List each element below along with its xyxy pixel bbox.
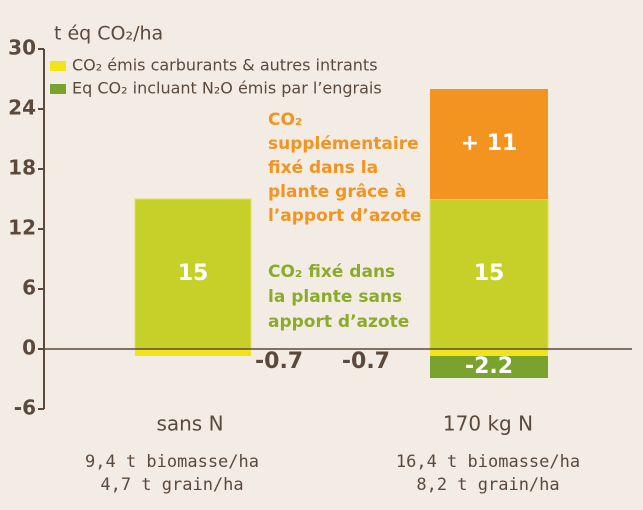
y-tick-label: 0	[22, 336, 36, 360]
bar-fixed	[429, 198, 549, 350]
annotation: l’apport d’azote	[268, 206, 422, 226]
y-axis-label: t éq CO₂/ha	[54, 23, 163, 45]
value-label: -0.7	[255, 349, 303, 374]
y-tick-label: 6	[22, 276, 36, 300]
value-label: 15	[178, 261, 209, 286]
bar-emission	[135, 349, 251, 356]
bar-emission	[430, 349, 548, 356]
legend-swatch	[50, 61, 66, 71]
annotation: fixé dans la	[268, 158, 378, 178]
value-label: 15	[474, 261, 505, 286]
bar-added	[430, 89, 548, 199]
value-label: -2.2	[465, 354, 513, 379]
annotation: CO₂	[268, 110, 302, 130]
note: 4,7 t grain/ha	[100, 475, 243, 495]
x-tick-label: sans N	[156, 412, 223, 436]
bar-fixed	[134, 198, 252, 350]
annotation: la plante sans	[268, 287, 402, 307]
value-label: -0.7	[342, 349, 390, 374]
annotation: CO₂ fixé dans	[268, 262, 395, 282]
value-label: + 11	[461, 131, 518, 156]
y-tick-label: 24	[8, 96, 36, 120]
bar-emission	[430, 356, 548, 378]
y-tick-label: -6	[14, 396, 36, 420]
note: 8,2 t grain/ha	[416, 475, 559, 495]
y-tick-label: 30	[8, 36, 36, 60]
note: 9,4 t biomasse/ha	[85, 452, 259, 472]
legend-label: Eq CO₂ incluant N₂O émis par l’engrais	[72, 79, 382, 98]
legend-swatch	[50, 84, 66, 94]
annotation: plante grâce à	[268, 182, 406, 202]
y-tick-label: 18	[8, 156, 36, 180]
y-tick-label: 12	[8, 216, 36, 240]
legend-label: CO₂ émis carburants & autres intrants	[72, 56, 378, 75]
annotation: apport d’azote	[268, 312, 409, 332]
x-tick-label: 170 kg N	[443, 412, 533, 436]
annotation: supplémentaire	[268, 134, 419, 154]
note: 16,4 t biomasse/ha	[396, 452, 580, 472]
